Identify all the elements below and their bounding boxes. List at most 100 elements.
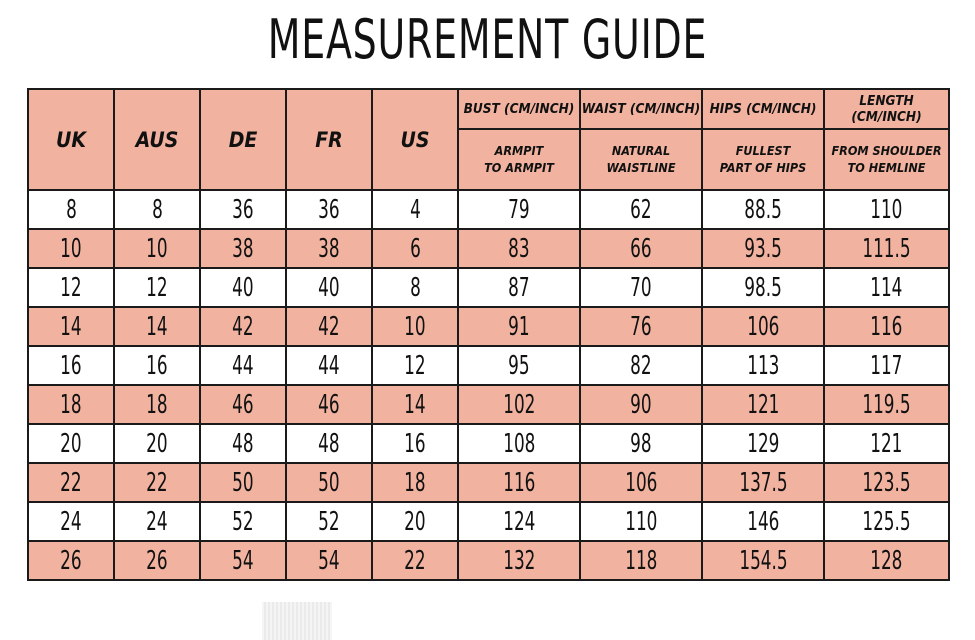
cell-value: 46 <box>318 389 340 420</box>
cell-value: 8 <box>65 194 77 225</box>
cell-fr: 50 <box>285 462 373 503</box>
cell-value: 108 <box>502 428 536 459</box>
cell-fr: 40 <box>285 267 373 308</box>
cell-value: 36 <box>232 194 254 225</box>
cell-value: 110 <box>870 194 903 225</box>
cell-hips: 121 <box>701 384 825 425</box>
cell-bust: 116 <box>457 462 581 503</box>
cell-value: 4 <box>409 194 421 225</box>
paper-smudge <box>262 602 332 640</box>
header-hips: HIPS (CM/INCH) <box>701 88 825 130</box>
cell-de: 36 <box>199 189 287 230</box>
cell-length: 116 <box>823 306 950 347</box>
cell-value: 98.5 <box>744 272 782 303</box>
cell-bust: 87 <box>457 267 581 308</box>
cell-value: 22 <box>146 467 168 498</box>
cell-us: 10 <box>371 306 459 347</box>
cell-uk: 10 <box>27 228 115 269</box>
cell-value: 42 <box>318 311 340 342</box>
cell-us: 8 <box>371 267 459 308</box>
header-fr: FR <box>285 88 373 191</box>
cell-value: 62 <box>630 194 652 225</box>
cell-value: 54 <box>232 545 254 576</box>
table-body: 8 8 36 36 4 79 62 88.5 110 10 10 38 38 6 83 66 93.5 111.5… <box>27 189 950 581</box>
table-row: 20 20 48 48 16 108 98 129 121 <box>27 423 950 464</box>
cell-aus: 18 <box>113 384 201 425</box>
cell-value: 93.5 <box>744 233 782 264</box>
header-bust-sub: ARMPIT TO ARMPIT <box>457 128 581 191</box>
cell-fr: 54 <box>285 540 373 581</box>
cell-value: 70 <box>630 272 652 303</box>
cell-value: 116 <box>870 311 903 342</box>
cell-value: 106 <box>746 311 780 342</box>
cell-value: 44 <box>318 350 340 381</box>
header-bust: BUST (CM/INCH) <box>457 88 581 130</box>
cell-value: 40 <box>232 272 254 303</box>
cell-waist: 70 <box>579 267 703 308</box>
cell-length: 123.5 <box>823 462 950 503</box>
cell-value: 114 <box>870 272 903 303</box>
cell-uk: 18 <box>27 384 115 425</box>
cell-length: 117 <box>823 345 950 386</box>
cell-value: 129 <box>746 428 780 459</box>
cell-de: 50 <box>199 462 287 503</box>
cell-value: 20 <box>146 428 168 459</box>
cell-value: 42 <box>232 311 254 342</box>
cell-aus: 16 <box>113 345 201 386</box>
header-hips-sub: FULLEST PART OF HIPS <box>701 128 825 191</box>
cell-value: 16 <box>60 350 82 381</box>
header-de: DE <box>199 88 287 191</box>
cell-value: 116 <box>502 467 536 498</box>
table-row: 24 24 52 52 20 124 110 146 125.5 <box>27 501 950 542</box>
cell-value: 48 <box>232 428 254 459</box>
cell-uk: 8 <box>27 189 115 230</box>
cell-value: 79 <box>508 194 530 225</box>
cell-value: 20 <box>60 428 82 459</box>
cell-length: 121 <box>823 423 950 464</box>
cell-length: 128 <box>823 540 950 581</box>
cell-value: 66 <box>630 233 652 264</box>
cell-us: 20 <box>371 501 459 542</box>
cell-de: 54 <box>199 540 287 581</box>
cell-value: 10 <box>60 233 82 264</box>
cell-aus: 26 <box>113 540 201 581</box>
cell-value: 121 <box>746 389 780 420</box>
cell-uk: 26 <box>27 540 115 581</box>
cell-value: 36 <box>318 194 340 225</box>
cell-value: 22 <box>60 467 82 498</box>
table-row: 12 12 40 40 8 87 70 98.5 114 <box>27 267 950 308</box>
table-row: 16 16 44 44 12 95 82 113 117 <box>27 345 950 386</box>
cell-value: 10 <box>404 311 426 342</box>
cell-waist: 106 <box>579 462 703 503</box>
cell-value: 87 <box>508 272 530 303</box>
cell-value: 38 <box>318 233 340 264</box>
cell-value: 124 <box>502 506 536 537</box>
cell-de: 44 <box>199 345 287 386</box>
cell-fr: 42 <box>285 306 373 347</box>
cell-value: 95 <box>508 350 530 381</box>
cell-value: 91 <box>508 311 530 342</box>
cell-value: 98 <box>630 428 652 459</box>
header-length-sub: FROM SHOULDER TO HEMLINE <box>823 128 950 191</box>
cell-value: 12 <box>404 350 426 381</box>
cell-value: 18 <box>404 467 426 498</box>
cell-us: 12 <box>371 345 459 386</box>
cell-value: 46 <box>232 389 254 420</box>
cell-value: 18 <box>60 389 82 420</box>
cell-us: 4 <box>371 189 459 230</box>
cell-value: 111.5 <box>862 233 911 264</box>
cell-value: 123.5 <box>862 467 911 498</box>
cell-value: 88.5 <box>744 194 782 225</box>
cell-bust: 83 <box>457 228 581 269</box>
cell-aus: 8 <box>113 189 201 230</box>
page-title: MEASUREMENT GUIDE <box>267 8 708 71</box>
cell-hips: 129 <box>701 423 825 464</box>
header-aus: AUS <box>113 88 201 191</box>
cell-uk: 14 <box>27 306 115 347</box>
cell-aus: 24 <box>113 501 201 542</box>
cell-value: 110 <box>624 506 658 537</box>
cell-value: 48 <box>318 428 340 459</box>
cell-value: 12 <box>146 272 168 303</box>
cell-us: 18 <box>371 462 459 503</box>
size-table: UK AUS DE FR US BUST (CM/INCH) WAIST (CM… <box>27 88 950 581</box>
